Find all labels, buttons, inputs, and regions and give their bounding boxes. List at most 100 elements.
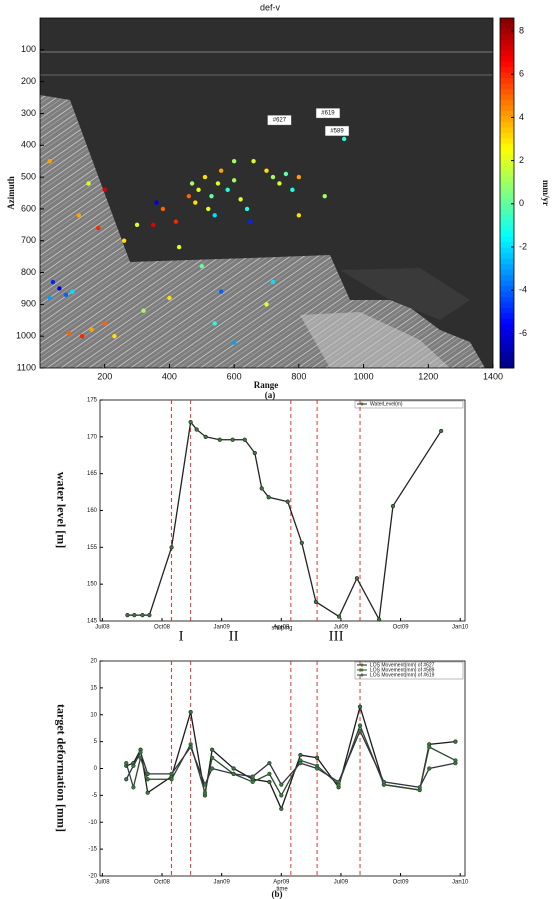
colorbar-cell	[500, 253, 514, 260]
scatter-point	[89, 327, 94, 333]
colorbar-label: mm/yr	[541, 180, 551, 206]
colorbar-cell	[500, 105, 514, 112]
marker	[147, 613, 152, 618]
caption: (a)	[265, 390, 276, 400]
scatter-point	[96, 225, 101, 231]
scatter-point	[167, 295, 172, 301]
y-tick-label: -15	[88, 847, 97, 853]
colorbar-cell	[500, 329, 514, 336]
colorbar-cell	[500, 296, 514, 303]
marker	[298, 761, 303, 766]
scatter-point	[231, 158, 237, 164]
marker	[357, 723, 363, 728]
colorbar-cell	[500, 318, 514, 325]
marker	[145, 777, 150, 782]
marker	[279, 793, 284, 798]
marker	[210, 766, 215, 771]
marker	[313, 599, 318, 604]
colorbar-cell	[500, 39, 514, 46]
colorbar-cell	[500, 203, 514, 210]
annotation: #619	[321, 111, 335, 117]
scatter-point	[66, 330, 72, 336]
colorbar-cell	[500, 275, 514, 281]
colorbar-cell	[500, 89, 514, 96]
scatter-point	[244, 206, 250, 212]
scatter-point	[47, 295, 52, 301]
marker	[279, 806, 284, 811]
colorbar-cell	[500, 28, 514, 35]
y-tick-label: 400	[21, 140, 36, 150]
x-axis-label: time	[276, 887, 288, 893]
scatter-point	[209, 193, 214, 199]
scatter-point	[264, 168, 269, 173]
legend-frame	[354, 400, 464, 409]
scatter-point	[296, 213, 302, 218]
scatter-point	[57, 286, 62, 291]
y-tick-label: 15	[90, 685, 97, 691]
x-tick-label: 400	[162, 371, 177, 381]
x-tick-label: Jan10	[452, 625, 469, 631]
scatter-point	[102, 321, 107, 326]
scatter-point	[219, 168, 224, 173]
marker	[217, 437, 222, 442]
scatter-point	[121, 238, 127, 243]
marker	[427, 766, 432, 771]
annotation-box	[324, 125, 350, 137]
x-tick-label: Oct09	[393, 880, 410, 886]
marker	[202, 790, 208, 795]
colorbar-cell	[500, 18, 514, 24]
y-tick-label: 1100	[17, 362, 36, 372]
x-tick-label: Jul09	[334, 880, 349, 886]
marker	[169, 777, 174, 782]
marker	[453, 761, 458, 766]
scatter-point	[251, 158, 256, 164]
marker	[145, 790, 150, 795]
colorbar-cell	[500, 193, 514, 199]
phase-label: I	[179, 628, 184, 644]
colorbar-cell	[500, 307, 514, 314]
legend-marker	[360, 668, 364, 672]
x-tick-label: Apr09	[273, 880, 290, 886]
marker	[145, 771, 150, 776]
marker	[132, 613, 137, 618]
colorbar-cell	[500, 357, 514, 364]
colorbar-cell	[500, 160, 514, 167]
y-tick-label: 150	[87, 582, 98, 588]
colorbar-tick-label: -4	[519, 285, 527, 295]
phase-label: III	[329, 628, 344, 644]
colorbar-cell	[500, 143, 514, 150]
x-tick-label: Oct08	[154, 625, 171, 631]
y-tick-label: 300	[21, 108, 36, 118]
marker	[125, 613, 130, 618]
series-line	[126, 704, 456, 811]
colorbar-cell	[500, 302, 514, 309]
x-tick-label: 600	[227, 371, 242, 381]
scatter-point	[160, 206, 166, 212]
marker	[336, 614, 342, 619]
y-tick-label: 170	[87, 434, 98, 440]
colorbar-cell	[500, 100, 514, 106]
y-tick-label: 145	[87, 619, 98, 625]
marker	[188, 744, 193, 750]
x-tick-label: 1200	[418, 371, 438, 381]
x-tick-label: Jul09	[334, 625, 349, 631]
x-axis-label: Range	[254, 380, 279, 390]
series-line	[127, 420, 442, 622]
y-tick-label: 700	[21, 235, 36, 245]
legend-frame	[354, 661, 464, 680]
marker	[267, 771, 272, 776]
marker	[267, 761, 272, 766]
marker	[203, 434, 208, 439]
y-tick-label: 0	[94, 766, 98, 772]
colorbar-cell	[500, 50, 514, 57]
colorbar-cell	[500, 313, 514, 320]
colorbar-cell	[500, 45, 514, 52]
colorbar-cell	[500, 285, 514, 292]
scatter-point	[176, 244, 182, 250]
x-axis-label: shuping	[271, 626, 292, 632]
scatter-point	[322, 193, 327, 199]
colorbar-cell	[500, 23, 514, 30]
scatter-point	[134, 222, 140, 228]
x-tick-label: Jul08	[95, 625, 110, 631]
marker	[169, 771, 174, 776]
